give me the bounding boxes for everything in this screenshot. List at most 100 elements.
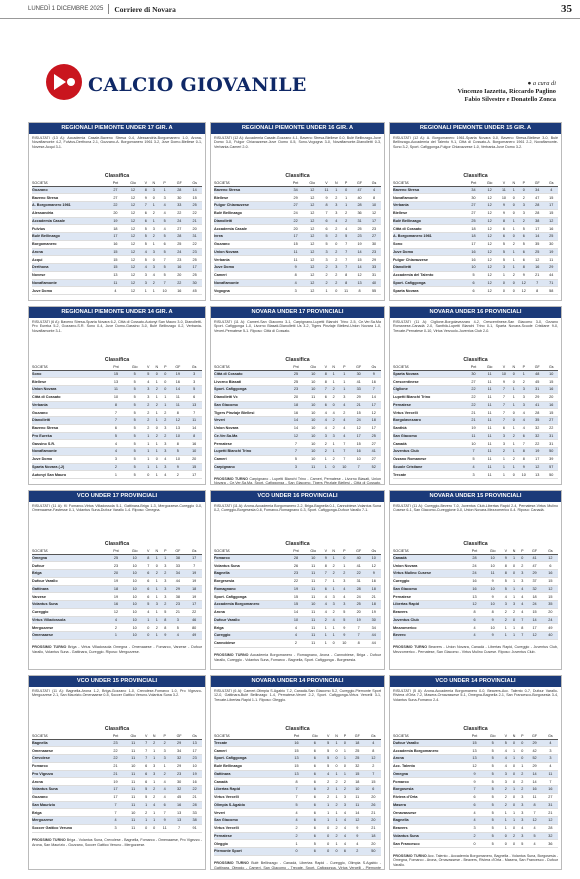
stat-cell: 1 [161,393,170,402]
stat-cell: 8 [350,639,367,648]
table-row: Sparta Novara 30 11 10 0 1 48 10 [393,370,558,379]
stat-cell: 5 [125,432,145,441]
table-row: Bulè Bellinzago 15 6 5 0 0 32 2 [214,762,381,771]
table-row: San Giacomo 16 10 5 1 4 32 12 [393,585,558,594]
stat-cell: 0 [337,554,351,563]
stat-cell: 39 [544,455,558,464]
table-row: Juventus Club 6 9 2 0 7 14 24 [393,616,558,625]
stat-cell: 15 [544,377,558,386]
stat-cell: 16 [350,447,367,456]
column-header: N [152,548,162,555]
team-name: Verbania [32,401,107,410]
stat-cell: 8 [106,401,126,410]
stat-cell: 12 [303,286,321,295]
stat-cell: 12 [350,424,367,433]
stat-cell: 7 [142,754,151,763]
table-row: Acc. Talento 12 5 4 0 1 29 4 [393,762,558,771]
stat-cell: 1 [510,463,518,472]
team-name: Sport. Cafiggonga [214,385,288,394]
team-name: Acc. Talento [393,762,466,771]
stat-cell: 11 [304,631,322,640]
stat-cell: 7 [497,408,511,417]
column-header: Pnt [287,548,305,555]
box-title: NOVARA UNDER 14 PROVINCIALI [211,676,384,687]
stat-cell: 0 [509,770,519,779]
team-name: Bulè Bellinzago [393,217,466,226]
stat-cell: 4 [322,416,330,425]
stat-cell: 3 [518,832,527,841]
stat-cell: 0 [501,832,510,841]
classifica-heading: Classifica [285,357,310,363]
stat-cell: 0 [517,186,530,195]
stat-cell: 12 [481,201,498,210]
stat-cell: 7 [142,746,151,755]
stat-cell: 12 [303,209,321,218]
team-name: Sparta Novara (-2) [32,463,107,472]
stat-cell: 6 [305,777,325,786]
stat-cell: 9 [169,463,187,472]
credits: ● a cura di Vincenzo Iazzetta, Riccardo … [458,80,556,104]
stat-cell: 1 [161,401,170,410]
classifica-heading: Classifica [463,726,488,732]
table-row: Accademia Borgomanero 13 5 4 1 0 42 3 [393,746,558,755]
stat-cell: 8 [526,801,543,810]
stat-cell: 1 [332,839,341,848]
stat-cell: 12 [303,271,321,280]
stat-cell: 1 [510,401,518,410]
table-row: Ozzano Romanese 5 11 1 2 8 17 39 [393,455,558,464]
stat-cell: 3 [149,263,158,272]
team-name: Union Novara [393,561,466,570]
stat-cell: 21 [187,217,202,226]
stat-cell: 2 [332,193,341,202]
next-round-text: Accademia del Talento - Verbania, Bielle… [393,301,558,302]
stat-cell: 0 [518,739,527,748]
table-row: Cureggio 16 9 5 1 3 37 15 [393,577,558,586]
stat-cell: 4 [337,416,351,425]
next-round: PROSSIMO TURNO Biellese - A. Borgomanero… [29,298,205,301]
stat-cell: 1 [152,585,162,594]
stat-cell: 2 [320,279,333,288]
stat-cell: 18 [366,416,381,425]
stat-cell: 0 [509,777,519,786]
table-row: Novaflamonte 4 12 2 2 8 13 40 [214,279,381,288]
standings-box: NOVARA UNDER 14 PROVINCIALI RISULTATI (6 … [210,675,385,870]
team-name: Masera [393,801,466,810]
stat-cell: 3 [141,279,150,288]
team-name: Ozzano Romanese [393,455,466,464]
stat-cell: 2 [518,770,527,779]
stat-cell: 2 [518,561,527,570]
stat-cell: 6 [305,739,325,748]
stat-cell: 41 [529,401,545,410]
table-row: Sport. Cafiggonga 6 12 0 0 12 7 71 [393,279,558,288]
stat-cell: 28 [529,201,545,210]
team-name: Juve Domo [393,248,466,257]
column-header: N [149,180,158,187]
stat-cell: 29 [171,762,188,771]
stat-cell: 1 [144,455,153,464]
stat-cell: 2 [144,416,153,425]
stat-cell: 2 [152,569,162,578]
stat-cell: 11 [287,255,304,264]
stat-cell: 12 [544,217,558,226]
stat-cell: 41 [366,447,381,456]
stat-cell: 11 [481,424,498,433]
stat-cell: 2 [329,393,338,402]
stat-cell: 5 [106,432,126,441]
column-header: N [509,548,519,555]
stat-cell: 2 [149,232,158,241]
stat-cell: 10 [304,439,322,448]
next-round: PROSSIMO TURNO Borgolavezzaro - Ozzano R… [390,482,561,485]
column-header: GF [529,364,545,371]
stat-cell: 15 [106,263,125,272]
stat-cell: 7 [322,577,330,586]
column-header: Gs [367,180,381,187]
stat-cell: 1 [340,754,349,763]
stat-cell: 0 [144,623,153,632]
stat-cell: 9 [517,271,530,280]
table-row: Borgosesia 7 5 2 1 2 16 16 [393,785,558,794]
stat-cell: 15 [365,777,381,786]
column-header: SOCIETA' [214,733,288,740]
standings-table: SOCIETA' Pnt Gio V N P GF Gs Bagnella 23 11 7 2 2 29 13… [32,733,202,833]
stat-cell: 25 [348,754,366,763]
column-header: Gs [366,364,381,371]
